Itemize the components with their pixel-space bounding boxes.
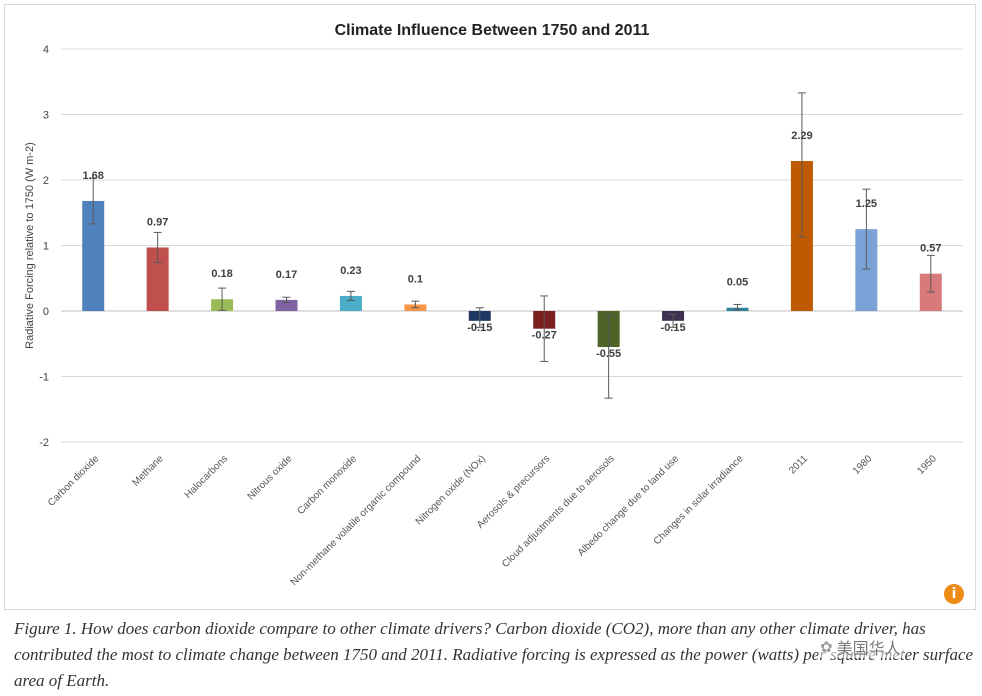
data-label: -0.15	[661, 322, 686, 334]
x-tick-label: Albedo change due to land use	[576, 453, 682, 559]
y-tick-label: -1	[39, 372, 49, 384]
data-label: -0.27	[532, 330, 557, 342]
chart-title: Climate Influence Between 1750 and 2011	[335, 22, 650, 39]
data-label: 0.23	[340, 265, 361, 277]
bar-1	[146, 247, 169, 311]
figure-caption: Figure 1. How does carbon dioxide compar…	[14, 619, 974, 690]
data-label: 0.17	[276, 269, 297, 281]
x-tick-label: Carbon dioxide	[46, 453, 102, 509]
data-label: -0.15	[467, 322, 492, 334]
data-label: 1.68	[83, 170, 104, 182]
x-tick-label: 2011	[787, 453, 810, 476]
x-tick-label: 1950	[915, 453, 939, 477]
data-label: 2.29	[791, 130, 812, 142]
y-tick-label: 0	[43, 306, 49, 318]
bar-4	[339, 295, 362, 311]
bar-chart: Climate Influence Between 1750 and 2011 R…	[24, 22, 963, 588]
data-label: 0.05	[727, 277, 748, 289]
x-tick-label: Non-methane volatile organic compound	[289, 453, 424, 588]
bar-12	[855, 229, 878, 311]
y-tick-label: 3	[43, 110, 49, 122]
x-tick-label: Cloud adjustments due to aerosols	[500, 453, 617, 570]
bar-0	[82, 200, 105, 311]
chart-frame: Climate Influence Between 1750 and 2011 R…	[4, 4, 976, 610]
data-label: -0.55	[596, 348, 621, 360]
wechat-icon: ✿	[820, 638, 833, 656]
data-label: 1.25	[856, 198, 877, 210]
watermark: ✿ 美国华人	[818, 636, 903, 658]
y-axis-label: Radiative Forcing relative to 1750 (W m-…	[24, 142, 36, 349]
x-tick-label: Nitrous oxide	[246, 453, 295, 502]
data-label: 0.57	[920, 243, 941, 255]
y-tick-label: 1	[43, 241, 49, 253]
data-label: 0.18	[211, 268, 232, 280]
data-label: 0.97	[147, 216, 168, 228]
y-tick-label: -2	[39, 437, 49, 449]
y-tick-label: 2	[43, 175, 49, 187]
y-tick-label: 4	[43, 44, 49, 56]
x-tick-label: Nitrogen oxide (NOx)	[414, 453, 488, 527]
x-tick-label: Aerosols & precursors	[475, 453, 552, 530]
x-tick-label: 1980	[851, 453, 875, 477]
x-tick-label: Halocarbons	[183, 453, 230, 500]
bar-3	[275, 299, 298, 311]
x-tick-label: Methane	[130, 453, 166, 489]
info-icon[interactable]: i	[944, 584, 964, 604]
x-tick-label: Carbon monoxide	[295, 453, 359, 517]
watermark-text: 美国华人	[836, 639, 901, 658]
data-label: 0.1	[408, 273, 423, 285]
